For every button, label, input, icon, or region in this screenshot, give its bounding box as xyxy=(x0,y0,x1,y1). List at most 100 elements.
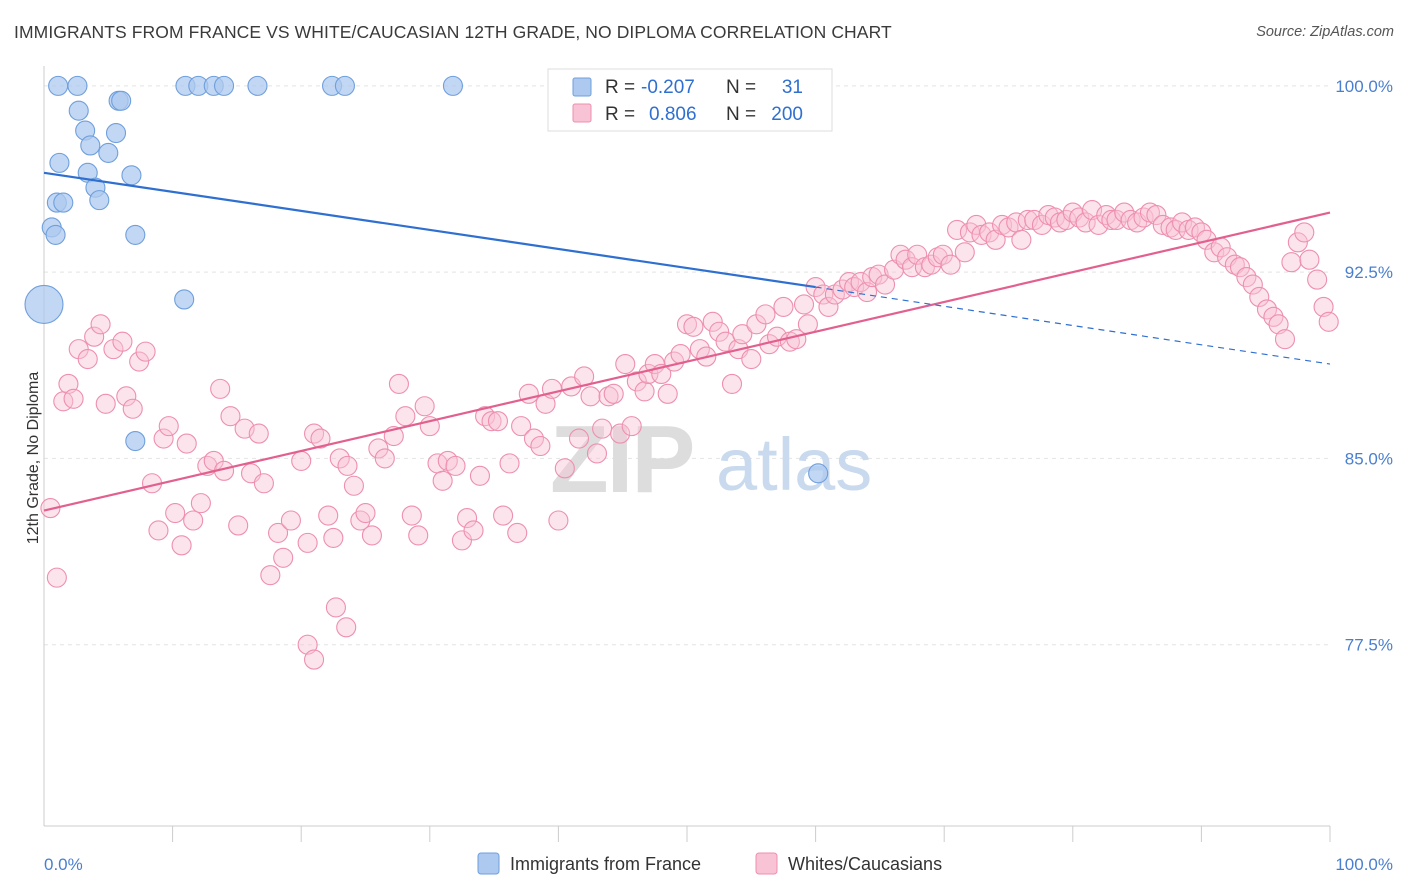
y-tick-labels: 100.0% 92.5% 85.0% 77.5% xyxy=(1335,77,1393,655)
whites-caucasians-point xyxy=(592,418,613,439)
whites-caucasians-point xyxy=(176,433,197,454)
whites-caucasians-point xyxy=(1299,249,1320,270)
immigrants-from-france-point xyxy=(334,75,355,96)
whites-caucasians-point xyxy=(927,247,948,268)
whites-caucasians-point xyxy=(469,465,491,486)
whites-caucasians-point xyxy=(343,475,364,496)
watermark-atlas: atlas xyxy=(716,423,872,506)
whites-caucasians-point xyxy=(1146,204,1167,226)
whites-caucasians-point xyxy=(1106,209,1127,231)
whites-caucasians-point xyxy=(580,386,601,407)
immigrants-from-france-point xyxy=(174,289,195,310)
whites-caucasians-point xyxy=(329,448,350,469)
whites-caucasians-point xyxy=(148,520,169,541)
legend-n-value-blue: 31 xyxy=(782,77,803,98)
whites-caucasians-points xyxy=(40,200,1339,670)
whites-caucasians-point xyxy=(401,505,422,526)
whites-caucasians-point xyxy=(634,381,655,402)
whites-caucasians-point xyxy=(1294,222,1315,243)
whites-caucasians-point xyxy=(190,493,211,514)
whites-caucasians-point xyxy=(1268,314,1289,335)
series-label-blue: Immigrants from France xyxy=(510,854,701,874)
y-tick-label: 77.5% xyxy=(1345,636,1393,655)
whites-caucasians-point xyxy=(709,321,730,342)
whites-caucasians-point xyxy=(291,450,312,471)
immigrants-from-france-point xyxy=(53,192,74,213)
axes xyxy=(43,66,1331,842)
whites-caucasians-point xyxy=(116,386,137,407)
immigrants-from-france-point xyxy=(125,224,146,245)
whites-caucasians-point xyxy=(253,473,274,494)
whites-caucasians-point xyxy=(954,242,975,263)
y-tick-label: 92.5% xyxy=(1345,263,1393,282)
whites-caucasians-point xyxy=(721,373,743,394)
immigrants-from-france-point xyxy=(48,75,69,96)
whites-caucasians-point xyxy=(1011,229,1032,250)
whites-caucasians-point xyxy=(1152,214,1173,236)
whites-caucasians-point xyxy=(657,383,678,404)
whites-caucasians-point xyxy=(683,316,704,337)
whites-caucasians-point xyxy=(702,311,723,332)
whites-caucasians-point xyxy=(615,353,636,375)
legend-n-value-pink: 200 xyxy=(771,104,803,125)
immigrants-from-france-point xyxy=(442,75,463,96)
whites-caucasians-point xyxy=(874,274,896,295)
immigrants-from-france-point xyxy=(111,90,132,111)
trend-line-immigrants-from-france-extension xyxy=(815,286,1331,365)
whites-caucasians-point xyxy=(1229,257,1251,278)
whites-caucasians-point xyxy=(554,458,575,479)
whites-caucasians-point xyxy=(1224,254,1245,275)
whites-caucasians-point xyxy=(773,296,794,317)
series-swatch-blue xyxy=(477,852,500,875)
whites-caucasians-point xyxy=(1281,252,1302,273)
y-axis-label: 12th Grade, No Diploma xyxy=(25,372,42,545)
whites-caucasians-point xyxy=(46,567,67,588)
whites-caucasians-point xyxy=(732,324,753,345)
whites-caucasians-point xyxy=(408,525,429,546)
whites-caucasians-point xyxy=(58,373,79,394)
whites-caucasians-point xyxy=(715,331,736,352)
whites-caucasians-point xyxy=(883,259,905,280)
immigrants-from-france-point xyxy=(247,75,268,96)
whites-caucasians-point xyxy=(610,423,631,444)
whites-caucasians-point xyxy=(507,522,528,543)
whites-caucasians-point xyxy=(1313,296,1334,317)
whites-caucasians-point xyxy=(273,547,294,568)
whites-caucasians-point xyxy=(228,515,249,536)
whites-caucasians-point xyxy=(268,522,289,543)
legend-box xyxy=(547,68,833,132)
whites-caucasians-point xyxy=(1307,269,1328,290)
whites-caucasians-point xyxy=(112,331,133,352)
whites-caucasians-point xyxy=(568,428,590,449)
whites-caucasians-point xyxy=(1249,286,1270,308)
whites-caucasians-point xyxy=(463,520,484,541)
legend-r-value-blue: -0.207 xyxy=(641,77,695,98)
whites-caucasians-point xyxy=(451,530,473,551)
immigrants-from-france-point xyxy=(121,165,142,186)
immigrants-from-france-point xyxy=(125,430,146,452)
whites-caucasians-point xyxy=(793,294,815,315)
immigrants-from-france-point xyxy=(68,100,89,121)
whites-caucasians-point xyxy=(84,326,105,347)
whites-caucasians-point xyxy=(598,386,619,407)
whites-caucasians-point xyxy=(932,244,953,265)
whites-caucasians-point xyxy=(388,373,409,394)
whites-caucasians-point xyxy=(297,634,318,655)
trend-line-immigrants-from-france xyxy=(43,171,816,289)
legend-r-label-pink: R = xyxy=(605,104,635,125)
whites-caucasians-point xyxy=(947,219,968,240)
whites-caucasians-point xyxy=(818,296,839,317)
whites-caucasians-point xyxy=(153,428,174,449)
whites-caucasians-point xyxy=(493,505,514,526)
whites-caucasians-point xyxy=(304,649,325,670)
whites-caucasians-point xyxy=(77,349,98,370)
whites-caucasians-point xyxy=(325,597,346,618)
whites-caucasians-point xyxy=(432,470,453,491)
whites-caucasians-point xyxy=(337,455,358,476)
whites-caucasians-point xyxy=(621,416,642,437)
whites-caucasians-point xyxy=(368,438,389,459)
whites-caucasians-point xyxy=(445,455,466,476)
x-tick-labels: 0.0% 100.0% xyxy=(44,855,1393,874)
whites-caucasians-point xyxy=(487,411,509,432)
